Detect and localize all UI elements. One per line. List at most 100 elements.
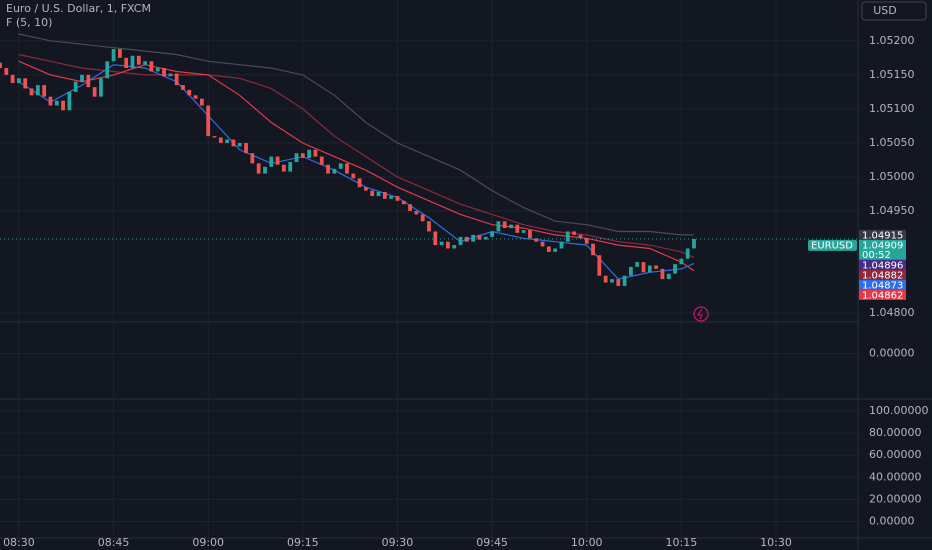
candle-body <box>692 238 696 249</box>
candle-body <box>29 88 34 96</box>
candle-body <box>263 166 267 174</box>
y-tick-label: 1.05050 <box>869 136 915 149</box>
candle-body <box>357 178 362 188</box>
candle-body <box>565 231 570 242</box>
candle-body <box>225 139 230 143</box>
candle-body <box>42 85 47 97</box>
candle-body <box>4 68 9 75</box>
candle-body <box>427 221 431 232</box>
alert-icon[interactable] <box>693 306 709 322</box>
candle-body <box>231 139 236 147</box>
currency-label[interactable]: USD <box>873 4 897 17</box>
price-tag <box>859 279 906 290</box>
candle-body <box>597 255 602 276</box>
candle-body <box>99 78 103 97</box>
candle-body <box>212 136 217 138</box>
candle-body <box>446 241 450 249</box>
candle-body <box>496 221 501 232</box>
y-tick-label: 1.05100 <box>869 102 915 115</box>
candle-body <box>502 221 507 229</box>
candle-body <box>395 196 400 201</box>
candle-body <box>559 241 564 249</box>
candle-body <box>584 238 589 244</box>
candle-body <box>23 78 28 89</box>
candle-body <box>408 204 412 212</box>
candle-body <box>86 74 91 88</box>
candle-body <box>187 89 192 96</box>
price-tag-label: 1.04882 <box>862 270 903 281</box>
candle-body <box>206 105 211 137</box>
candle-body <box>275 156 280 165</box>
x-tick-label: 10:00 <box>571 536 603 549</box>
x-tick-label: 09:00 <box>192 536 224 549</box>
price-tag-label: 1.04873 <box>862 280 903 291</box>
price-tag <box>859 289 906 300</box>
candle-body <box>439 241 444 246</box>
candle-body <box>401 200 406 205</box>
y-tick-label: 0.00000 <box>869 514 915 527</box>
candle-body <box>35 85 40 96</box>
price-tag-label: 1.04915 <box>862 230 903 241</box>
candle-body <box>199 98 204 106</box>
candle-body <box>433 231 438 246</box>
candle-body <box>48 96 53 106</box>
candle-body <box>616 279 621 286</box>
candle-body <box>635 262 640 267</box>
candle-body <box>294 153 299 163</box>
candle-body <box>149 61 154 72</box>
candle-body <box>477 234 482 240</box>
y-tick-label: 40.00000 <box>869 470 922 483</box>
candle-body <box>313 149 318 157</box>
price-tag <box>859 259 906 270</box>
candle-body <box>174 73 179 86</box>
candle-body <box>338 163 343 169</box>
symbol-tag <box>808 239 857 251</box>
y-tick-label: 80.00000 <box>869 426 922 439</box>
price-tag-label: 1.04896 <box>862 260 903 271</box>
candle-body <box>528 230 532 239</box>
candle-body <box>269 156 274 167</box>
price-tag <box>859 239 906 260</box>
x-tick-label: 08:30 <box>3 536 35 549</box>
candle-body <box>218 137 223 143</box>
price-tag <box>859 229 906 240</box>
candle-body <box>111 49 116 62</box>
candle-body <box>345 163 349 174</box>
candle-body <box>326 164 330 174</box>
candle-body <box>193 95 198 99</box>
candle-body <box>666 273 671 280</box>
y-tick-label: 1.04800 <box>869 306 915 319</box>
candle-body <box>288 162 293 172</box>
ma-line <box>18 60 695 272</box>
candle-body <box>534 238 539 242</box>
candle-body <box>546 246 551 252</box>
candle-body <box>483 236 488 240</box>
candle-body <box>117 49 122 58</box>
candle-body <box>679 258 684 265</box>
currency-button[interactable] <box>861 1 927 21</box>
candle-body <box>382 191 387 199</box>
x-tick-label: 09:30 <box>382 536 414 549</box>
ma-line <box>18 33 694 236</box>
y-tick-label: 1.05200 <box>869 34 915 47</box>
candle-body <box>471 234 476 242</box>
price-tag-label: 1.04909 <box>862 240 903 251</box>
candle-body <box>124 57 129 69</box>
candle-body <box>458 236 463 246</box>
x-tick-label: 09:15 <box>287 536 319 549</box>
candle-body <box>155 68 160 72</box>
candle-body <box>282 164 286 172</box>
candle-body <box>300 153 305 158</box>
candle-body <box>578 234 583 239</box>
candle-body <box>490 231 494 237</box>
y-tick-label: 100.00000 <box>869 404 929 417</box>
candle-body <box>553 248 558 252</box>
candle-body <box>162 68 166 77</box>
candle-body <box>654 265 659 269</box>
candle-body <box>647 265 652 273</box>
candle-body <box>307 149 312 158</box>
candle-body <box>420 214 425 222</box>
candle-body <box>143 61 147 65</box>
